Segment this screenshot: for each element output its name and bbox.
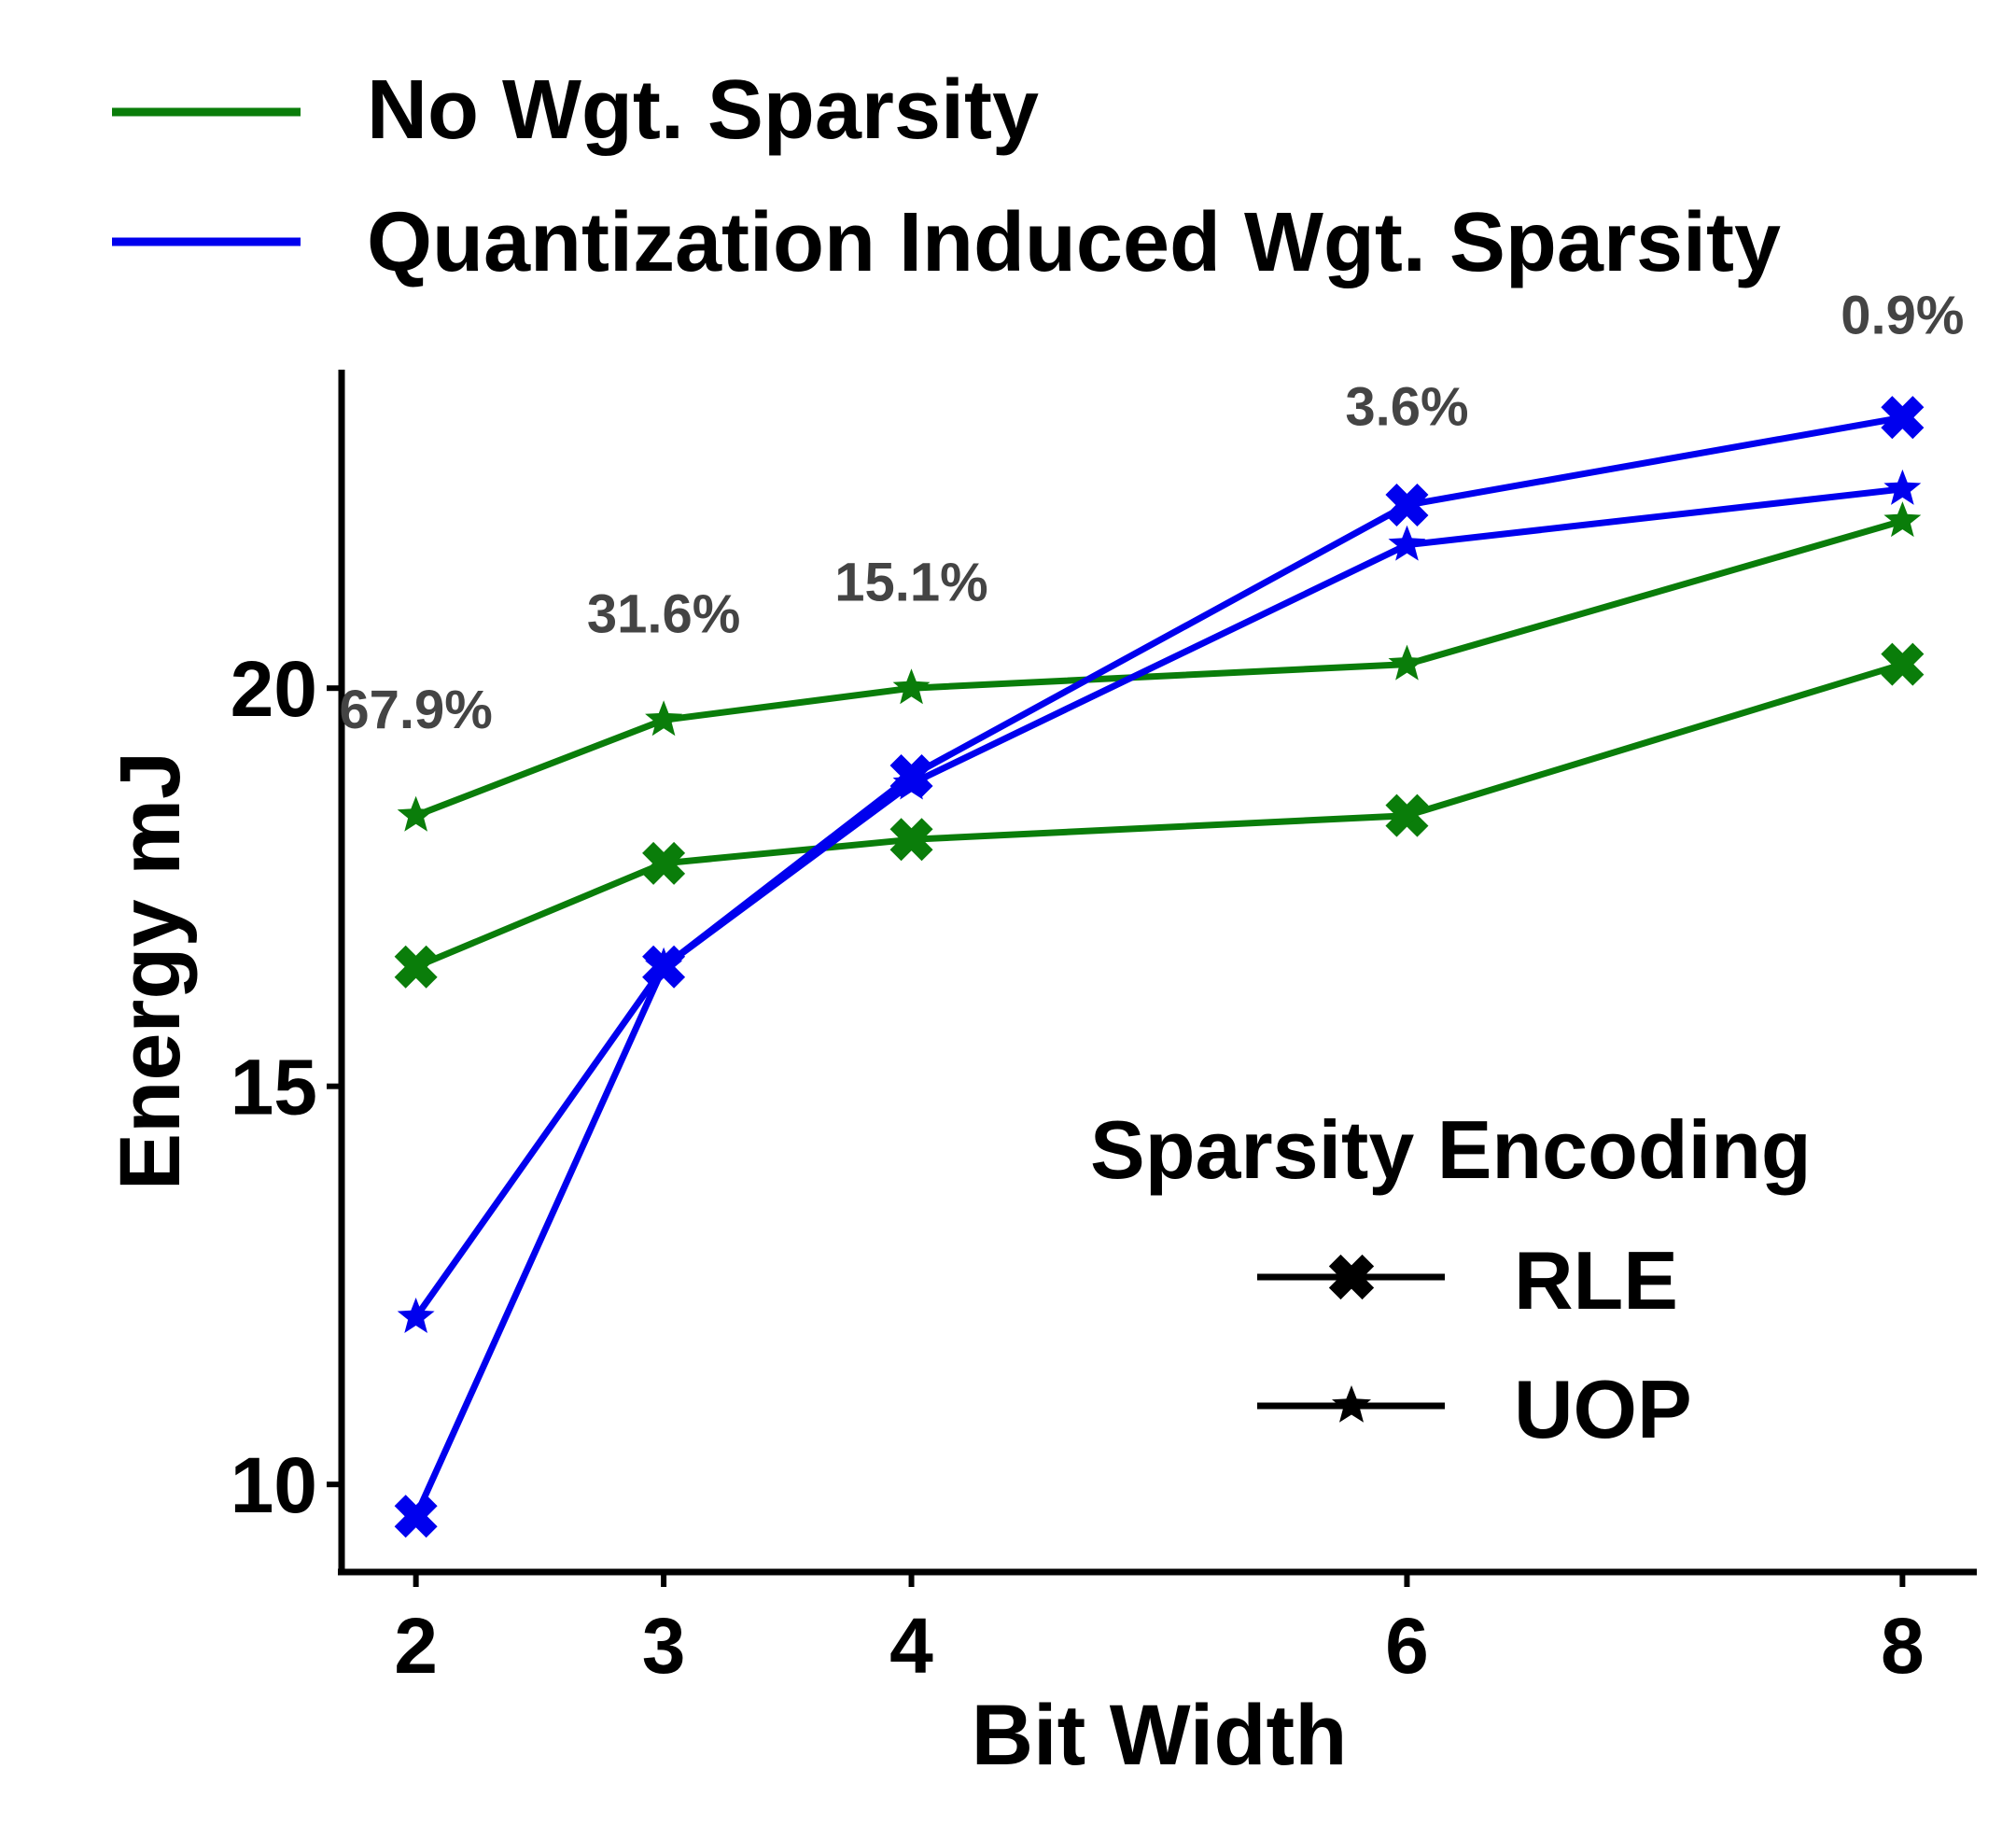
data-point-cross-2-3 [1385,483,1429,527]
data-point-cross-2-0 [394,1495,438,1538]
series-layer [394,396,1925,1538]
data-point-star-1-4 [1883,501,1922,538]
data-point-star-3-0 [397,1298,435,1333]
color-legend: No Wgt. Sparsity Quantization Induced Wg… [112,63,1781,289]
x-tick-label: 4 [889,1602,933,1690]
data-point-cross-0-1 [642,841,686,885]
data-point-star-3-2 [892,764,931,800]
data-point-cross-0-0 [394,945,438,989]
y-tick-label: 15 [231,1044,317,1131]
data-point-star-1-0 [397,795,435,832]
x-tick-label: 8 [1881,1602,1925,1690]
sparsity-annotation-3: 3.6% [1345,377,1468,438]
sparsity-annotation-2: 15.1% [834,552,987,612]
x-axis-title: Bit Width [972,1688,1348,1783]
data-point-cross-0-2 [889,818,933,862]
cross-icon-shape [1328,1254,1375,1300]
marker-legend: Sparsity Encoding RLE UOP [1090,1103,1812,1455]
x-tick-label: 6 [1385,1602,1429,1690]
data-point-star-3-3 [1388,525,1426,561]
annotation-layer: 67.9% 31.6% 15.1% 3.6% 0.9% [339,286,1964,740]
data-point-cross-2-4 [1881,396,1925,440]
marker-legend-cross-icon [1328,1254,1375,1300]
axes [338,370,1977,1576]
marker-legend-star-icon [1332,1385,1371,1423]
series-line-1 [414,517,1904,819]
x-ticks: 2 3 4 6 8 [394,1572,1925,1690]
marker-legend-label-rle: RLE [1514,1234,1678,1327]
sparsity-annotation-0: 67.9% [339,680,492,740]
series-line-0 [414,661,1904,970]
y-tick-label: 10 [231,1441,317,1529]
data-point-star-3-1 [645,947,683,983]
legend-label-no-sparsity: No Wgt. Sparsity [367,63,1039,157]
data-point-star-1-3 [1388,644,1426,681]
data-point-star-1-1 [645,700,683,737]
sparsity-annotation-1: 31.6% [587,583,740,644]
marker-legend-label-uop: UOP [1514,1363,1692,1455]
y-tick-label: 20 [231,645,317,733]
x-tick-label: 2 [394,1602,438,1690]
marker-legend-title: Sparsity Encoding [1090,1103,1812,1196]
data-point-star-3-4 [1883,469,1922,505]
data-point-cross-0-4 [1881,642,1925,686]
x-tick-label: 3 [642,1602,686,1690]
legend-label-quant-sparsity: Quantization Induced Wgt. Sparsity [367,196,1781,289]
sparsity-annotation-4: 0.9% [1841,286,1964,346]
y-ticks: 10 15 20 [231,645,342,1529]
data-point-cross-0-3 [1385,793,1429,837]
star-icon-shape [1332,1385,1371,1423]
y-axis-title: Energy mJ [103,751,198,1190]
data-point-star-1-2 [892,668,931,705]
